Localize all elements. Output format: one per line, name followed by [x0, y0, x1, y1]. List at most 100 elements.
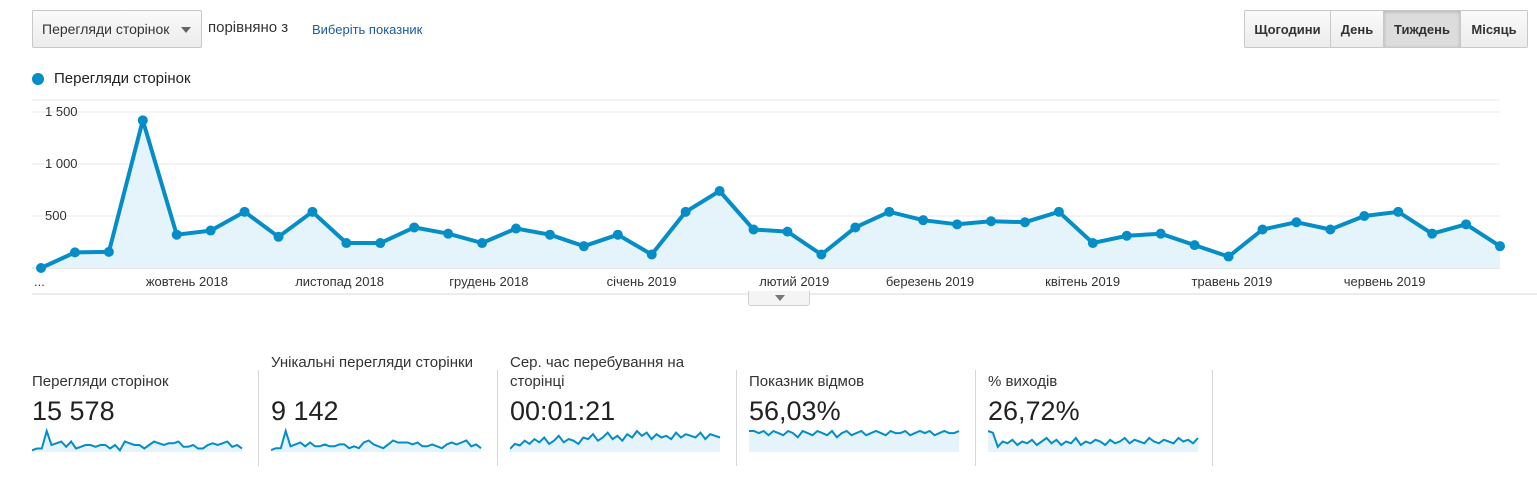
data-point: [748, 224, 759, 235]
data-point: [1359, 211, 1370, 221]
scorecard-exit-rate[interactable]: % виходів 26,72%: [988, 350, 1203, 466]
data-point: [171, 229, 182, 240]
data-point: [103, 246, 114, 257]
scorecard-label: Показник відмов: [749, 373, 865, 390]
scorecard-label: Унікальні перегляди сторінки: [271, 354, 473, 371]
scorecard-unique-pageviews[interactable]: Унікальні перегляди сторінки 9 142: [271, 350, 486, 466]
scorecard-value: 15 578: [32, 396, 115, 426]
scorecard-sparkline: [32, 428, 243, 452]
scorecard-bounce-rate[interactable]: Показник відмов 56,03%: [749, 350, 964, 466]
scorecard-divider: [258, 370, 259, 466]
pageviews-line-chart: 1 500 1 000 500... жовтень 2018 листопад 201…: [32, 99, 1537, 295]
period-month-button[interactable]: Місяць: [1461, 11, 1527, 47]
sparkline-line: [271, 428, 482, 452]
data-point: [1189, 240, 1200, 251]
data-point: [1257, 224, 1268, 235]
data-point: [986, 216, 997, 227]
data-point: [1427, 228, 1438, 239]
chart-legend: Перегляди сторінок: [32, 70, 191, 87]
x-tick-label: жовтень 2018: [146, 274, 228, 289]
data-point: [1495, 241, 1505, 252]
x-tick-label: березень 2019: [886, 274, 974, 289]
data-point: [714, 186, 725, 197]
data-point: [36, 263, 46, 273]
data-point: [1087, 238, 1098, 249]
sparkline-area: [988, 431, 1198, 452]
chevron-down-icon: [181, 27, 191, 33]
x-tick-label: грудень 2018: [449, 274, 528, 289]
data-point: [850, 222, 861, 233]
scorecard-sparkline: [749, 429, 960, 452]
data-point: [884, 206, 895, 217]
data-point: [1393, 206, 1404, 217]
data-point: [443, 228, 454, 239]
data-point: [239, 206, 250, 217]
series-line: [40, 118, 1502, 270]
scorecard-divider: [975, 370, 976, 466]
metric-select-label: Перегляди сторінок: [42, 21, 170, 37]
x-tick-label: червень 2019: [1344, 274, 1426, 289]
scorecard-label: % виходів: [988, 373, 1058, 390]
chart-expand-toggle[interactable]: [748, 291, 810, 306]
choose-metric-link[interactable]: Виберіть показник: [312, 22, 423, 37]
data-point: [511, 223, 522, 234]
y-tick-label: 1 500: [45, 104, 78, 119]
sparkline-area: [749, 431, 959, 452]
scorecard-divider: [497, 370, 498, 466]
data-point: [205, 225, 216, 236]
data-point: [1019, 217, 1030, 228]
legend-label: Перегляди сторінок: [54, 70, 191, 87]
scorecard-pageviews[interactable]: Перегляди сторінок 15 578: [32, 350, 247, 466]
sparkline-line: [32, 428, 243, 452]
x-tick-label: лютий 2019: [759, 274, 829, 289]
data-point: [1053, 206, 1064, 217]
scorecard-value: 9 142: [271, 396, 339, 426]
data-point: [477, 238, 488, 249]
x-tick-label: ...: [34, 274, 45, 289]
data-point: [680, 206, 691, 217]
scorecard-divider: [1212, 370, 1213, 466]
data-point: [646, 249, 657, 260]
data-point: [612, 229, 623, 240]
sparkline-area: [510, 431, 720, 452]
series-marker-icon: [32, 72, 44, 85]
x-tick-label: листопад 2018: [295, 274, 384, 289]
scorecard-label: Перегляди сторінок: [32, 373, 169, 390]
scorecard-avg-time-on-page[interactable]: Сер. час перебування на сторінці 00:01:2…: [510, 350, 725, 466]
data-point: [1121, 230, 1132, 241]
data-point: [1155, 228, 1166, 239]
metric-select[interactable]: Перегляди сторінок: [32, 10, 202, 48]
period-hourly-button[interactable]: Щогодини: [1245, 11, 1331, 47]
data-point: [1461, 219, 1472, 230]
period-week-button[interactable]: Тиждень: [1384, 11, 1461, 47]
data-point: [137, 115, 148, 126]
data-point: [1291, 217, 1302, 228]
x-tick-label: квітень 2019: [1045, 274, 1120, 289]
data-point: [782, 226, 793, 237]
scorecard-sparkline: [988, 430, 1199, 452]
scorecard-divider: [736, 370, 737, 466]
data-point: [69, 247, 80, 258]
scorecard-sparkline: [271, 428, 482, 452]
data-point: [578, 241, 589, 252]
scorecard-value: 26,72%: [988, 396, 1080, 426]
scorecard-sparkline: [510, 429, 721, 452]
y-tick-label: 1 000: [45, 156, 78, 171]
data-point: [375, 238, 386, 249]
data-point: [1325, 224, 1336, 235]
scorecard-label: Сер. час перебування на сторінці: [510, 354, 685, 390]
y-tick-label: 500: [45, 208, 67, 223]
sparkline-area: [271, 431, 481, 452]
period-day-button[interactable]: День: [1331, 11, 1384, 47]
compare-text: порівняно з: [208, 19, 289, 36]
data-point: [341, 238, 352, 249]
period-toggle: Щогодини День Тиждень Місяць: [1244, 10, 1528, 48]
data-point: [1223, 251, 1234, 262]
data-point: [307, 206, 318, 217]
sparkline-line: [988, 430, 1199, 449]
sparkline-area: [32, 431, 242, 452]
chevron-down-icon: [775, 295, 785, 301]
data-point: [273, 231, 284, 242]
data-point: [918, 215, 929, 226]
sparkline-line: [510, 429, 721, 450]
